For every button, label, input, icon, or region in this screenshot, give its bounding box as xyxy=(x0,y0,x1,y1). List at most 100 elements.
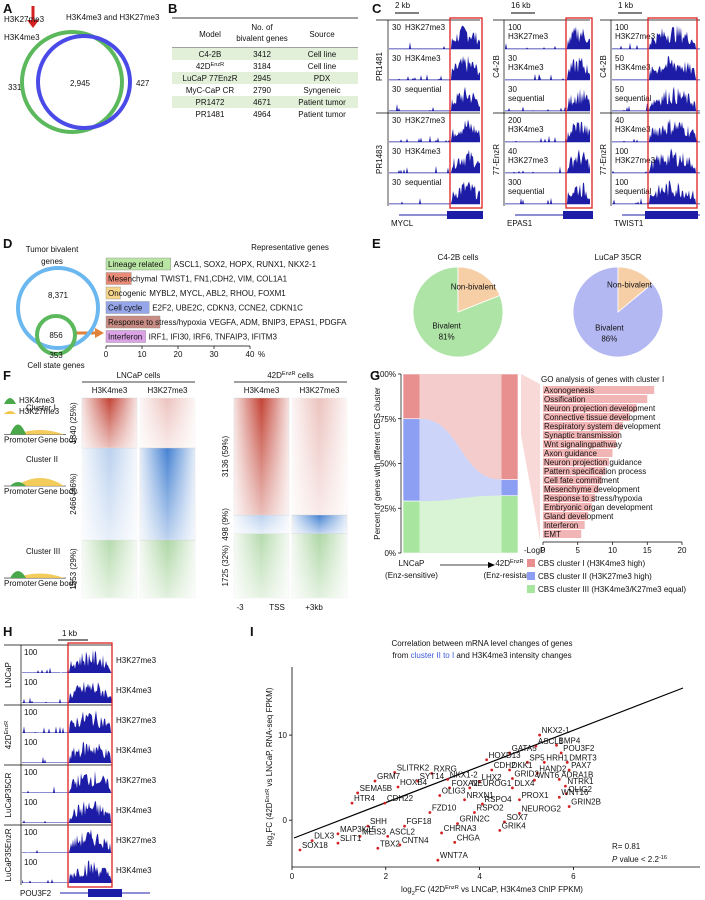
track-label: H3K4me3 xyxy=(405,54,441,63)
track-label: H3K4me3 xyxy=(615,125,651,134)
bar xyxy=(105,330,146,343)
track-label: H3K4me3 xyxy=(508,125,544,134)
chart-title: from cluster II to I and H3K4me3 intensi… xyxy=(392,651,571,660)
sample-label: 42DEnzR xyxy=(4,721,13,749)
track-label: H3K27me3 xyxy=(116,716,157,725)
track-scale: 100 xyxy=(24,828,38,837)
point xyxy=(440,831,443,835)
bar xyxy=(543,476,603,484)
category-label: Interferon xyxy=(108,333,142,342)
text-part: EnzR xyxy=(445,885,459,891)
x-tick-label: 20 xyxy=(174,350,183,359)
axis-unit: % xyxy=(258,350,265,359)
group-title: 42DEnzR cells xyxy=(267,371,314,380)
point xyxy=(557,795,561,799)
gene-name: TWIST1 xyxy=(614,219,644,228)
panel-letter: F xyxy=(3,368,11,383)
point xyxy=(366,824,370,828)
point-label: HOXB4 xyxy=(400,778,428,787)
heatmap-fade xyxy=(234,398,289,516)
go-pointer xyxy=(521,374,540,540)
arrow-head xyxy=(95,328,104,338)
point xyxy=(358,834,362,838)
point-label: CNTN4 xyxy=(402,836,429,845)
x-tick-label: -3 xyxy=(236,603,244,612)
point xyxy=(555,743,558,747)
text-part: EnzR xyxy=(211,62,225,68)
signal-track xyxy=(612,118,700,142)
table-header: bivalent genes xyxy=(236,34,288,43)
table-cell: Patient tumor xyxy=(298,110,346,119)
panel-letter: H xyxy=(3,624,12,639)
x-tick-label: 6 xyxy=(571,872,576,881)
point-label: GRID2 xyxy=(514,769,539,778)
highlight-box xyxy=(647,17,698,209)
panel-letter: A xyxy=(3,1,13,16)
point xyxy=(386,834,390,838)
point-label: CHGA xyxy=(457,833,481,842)
track-label: H3K27me3 xyxy=(508,32,549,41)
point-label: MAP3K15 xyxy=(340,825,377,834)
table-cell: 4964 xyxy=(253,110,271,119)
bar xyxy=(105,301,150,314)
slice-label: Bivalent xyxy=(432,322,461,331)
cluster-count: 1553 (29%) xyxy=(69,548,78,590)
sample-label: 77-EnzR xyxy=(492,144,501,175)
y-tick-label: 0 xyxy=(283,816,288,825)
x-tick-label: 15 xyxy=(643,546,652,555)
sample-label: C4-2B xyxy=(599,55,608,78)
point-label: RSPO4 xyxy=(484,795,512,804)
heatmap-fade xyxy=(140,448,195,541)
point-label: FGF18 xyxy=(407,817,432,826)
text-part: 2 xyxy=(412,891,415,897)
schematic-label: Promoter xyxy=(4,487,37,496)
text-part: LNCaP xyxy=(4,662,13,688)
point-label: POU3F2 xyxy=(563,744,595,753)
track-label: sequential xyxy=(508,94,545,103)
track-scale: 100 xyxy=(508,23,522,32)
point-label: DLX4 xyxy=(514,779,535,788)
legend-label: CBS cluster III (H3K4me3/K27me3 equal) xyxy=(538,585,686,594)
signal-track xyxy=(389,55,480,80)
point xyxy=(508,751,511,755)
go-term: Interferon xyxy=(544,521,578,530)
table-cell: Patient tumor xyxy=(298,98,346,107)
point-label: BMP4 xyxy=(558,736,580,745)
bar xyxy=(105,286,121,300)
text-part: cluster II to I xyxy=(411,651,455,660)
x-tick-label: 4 xyxy=(477,872,482,881)
bar xyxy=(543,503,592,511)
text-part: FC (42D xyxy=(265,802,274,832)
track-scale: 200 xyxy=(508,116,522,125)
track-scale: 100 xyxy=(24,768,38,777)
text-part: LNCaP xyxy=(399,559,425,568)
scale-label: 1 kb xyxy=(62,629,78,638)
point-label: SEMA5B xyxy=(360,784,392,793)
point xyxy=(564,792,568,796)
column-label: H3K4me3 xyxy=(244,386,280,395)
signal-track xyxy=(612,55,700,80)
track-scale: 30 xyxy=(392,147,401,156)
text-part: EnzR xyxy=(282,371,296,377)
text-part: P xyxy=(612,855,618,864)
cluster-count: 1340 (25%) xyxy=(69,402,78,444)
heatmap-fade xyxy=(140,540,195,598)
category-label: Oncogenic xyxy=(108,289,146,298)
point-label: NEUROG2 xyxy=(521,804,561,813)
point xyxy=(508,768,511,772)
track-scale: 30 xyxy=(508,54,517,63)
signal-track xyxy=(22,829,112,853)
point xyxy=(473,811,476,814)
point xyxy=(393,771,397,774)
slice-label: Non-bivalent xyxy=(451,283,497,292)
track-scale: 30 xyxy=(392,116,401,125)
point-label: DMRT3 xyxy=(569,753,597,762)
table-cell: Cell line xyxy=(308,50,337,59)
signal-track xyxy=(612,180,700,204)
text-part: vs LNCaP, H3K4me3 ChIP FPKM) xyxy=(459,885,584,894)
point xyxy=(336,841,340,845)
text-part: EnzR xyxy=(265,789,271,803)
legend-k4 xyxy=(4,398,16,404)
legend-swatch xyxy=(527,572,535,580)
